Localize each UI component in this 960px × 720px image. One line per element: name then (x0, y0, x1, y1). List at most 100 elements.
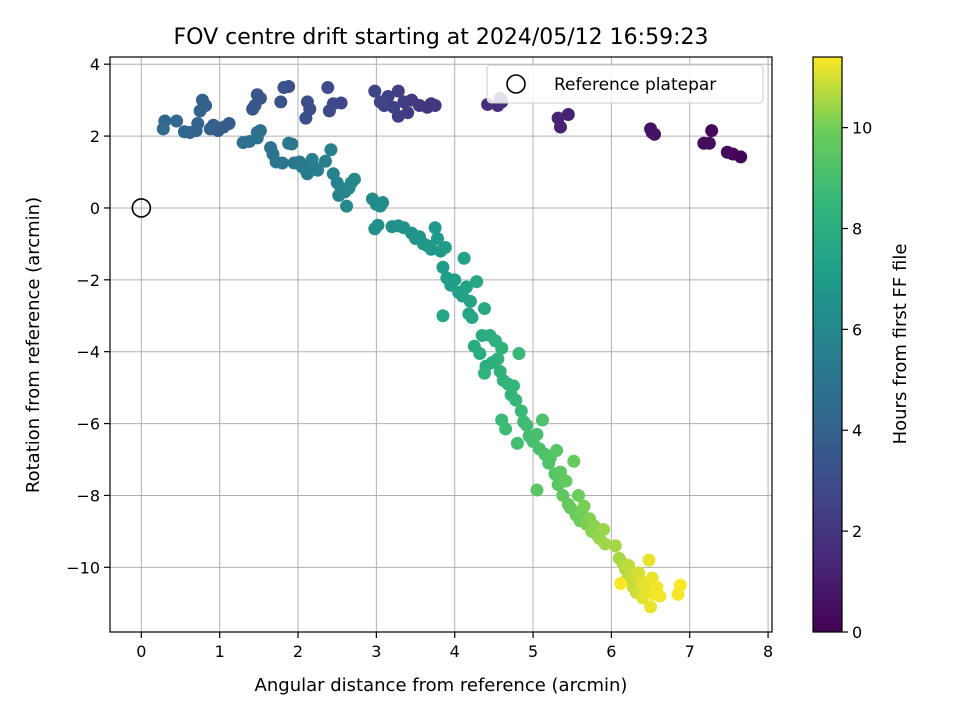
grid (110, 57, 772, 632)
data-point (274, 95, 288, 109)
reference-platepar-marker (131, 198, 152, 218)
data-point (673, 578, 687, 592)
colorbar-tick-label: 6 (852, 320, 862, 339)
data-point (473, 346, 487, 360)
colorbar-tick-label: 10 (852, 119, 872, 138)
data-point (495, 341, 509, 355)
data-point (551, 111, 565, 125)
data-point (195, 93, 209, 107)
data-point (275, 156, 289, 170)
data-point (465, 311, 479, 325)
data-point (177, 125, 191, 139)
x-tick-label: 3 (371, 642, 381, 661)
y-axis-label: Rotation from reference (arcmin) (23, 197, 44, 493)
data-point (391, 84, 405, 98)
y-tick-label: −6 (76, 415, 100, 434)
data-point (470, 275, 484, 289)
data-point (720, 145, 734, 159)
data-point (436, 309, 450, 323)
colorbar-ticks: 0 2 4 6 8 10 (842, 119, 872, 642)
data-point (436, 260, 450, 274)
colorbar-tick-label: 4 (852, 421, 862, 440)
x-tick-label: 5 (528, 642, 538, 661)
y-axis-ticks: 4 2 0 −2 −4 −6 −8 −10 (66, 55, 110, 577)
data-point (550, 444, 564, 458)
data-point (642, 553, 656, 567)
data-point (459, 280, 473, 294)
data-point (428, 221, 442, 235)
data-point (499, 422, 513, 436)
x-tick-label: 7 (685, 642, 695, 661)
data-point (477, 366, 491, 380)
x-tick-label: 8 (763, 642, 773, 661)
y-tick-label: −2 (76, 271, 100, 290)
data-point (430, 231, 444, 245)
data-point (463, 294, 477, 308)
data-point (644, 600, 658, 614)
chart-title: FOV centre drift starting at 2024/05/12 … (174, 25, 709, 50)
colorbar-gradient (812, 56, 843, 633)
data-point (376, 196, 390, 210)
x-axis-ticks: 0 1 2 3 4 5 6 7 8 (136, 632, 773, 661)
y-tick-label: −8 (76, 486, 100, 505)
data-point (571, 488, 585, 502)
data-point (438, 240, 452, 254)
x-tick-label: 4 (450, 642, 460, 661)
plot-frame (109, 56, 773, 633)
y-tick-label: −4 (76, 343, 100, 362)
data-point (250, 88, 264, 102)
data-point (477, 302, 491, 316)
data-point (535, 413, 549, 427)
data-point (321, 81, 335, 95)
data-point (506, 379, 520, 393)
data-point (397, 95, 411, 109)
colorbar-tick-label: 0 (852, 623, 862, 642)
data-point (512, 346, 526, 360)
data-point (371, 218, 385, 232)
x-tick-label: 1 (215, 642, 225, 661)
data-point (577, 499, 591, 513)
y-tick-label: −10 (66, 558, 100, 577)
legend-entry-label: Reference platepar (554, 75, 716, 95)
data-point (491, 352, 505, 366)
data-points (156, 79, 748, 614)
x-tick-label: 2 (293, 642, 303, 661)
data-point (448, 273, 462, 287)
data-point (567, 454, 581, 468)
data-point (598, 537, 612, 551)
data-point (561, 108, 575, 121)
data-point (373, 95, 387, 109)
x-tick-label: 6 (606, 642, 616, 661)
data-point (653, 589, 667, 603)
data-point (705, 124, 719, 138)
x-axis-label: Angular distance from reference (arcmin) (255, 675, 628, 696)
data-point (322, 104, 336, 118)
data-point (311, 163, 325, 177)
data-point (277, 81, 291, 95)
x-tick-label: 0 (136, 642, 146, 661)
data-point (203, 122, 217, 136)
data-point (530, 427, 544, 441)
data-point (340, 199, 354, 213)
data-point (520, 418, 534, 432)
data-point (530, 483, 544, 497)
colorbar-tick-label: 2 (852, 522, 862, 541)
legend: Reference platepar (486, 64, 764, 104)
data-point (193, 104, 207, 118)
colorbar-label: Hours from first FF file (890, 244, 911, 445)
data-point (170, 114, 184, 128)
data-point (250, 131, 264, 145)
colorbar-tick-label: 8 (852, 219, 862, 238)
data-point (300, 95, 314, 109)
data-point (285, 137, 299, 151)
colorbar: 0 2 4 6 8 10 Hours from first FF file (812, 56, 911, 642)
y-tick-label: 4 (90, 55, 100, 74)
data-point (324, 143, 338, 157)
data-point (608, 539, 622, 553)
data-point (697, 136, 711, 150)
y-tick-label: 2 (90, 127, 100, 146)
data-point (597, 523, 611, 537)
data-point (368, 84, 382, 98)
y-tick-label: 0 (90, 199, 100, 218)
